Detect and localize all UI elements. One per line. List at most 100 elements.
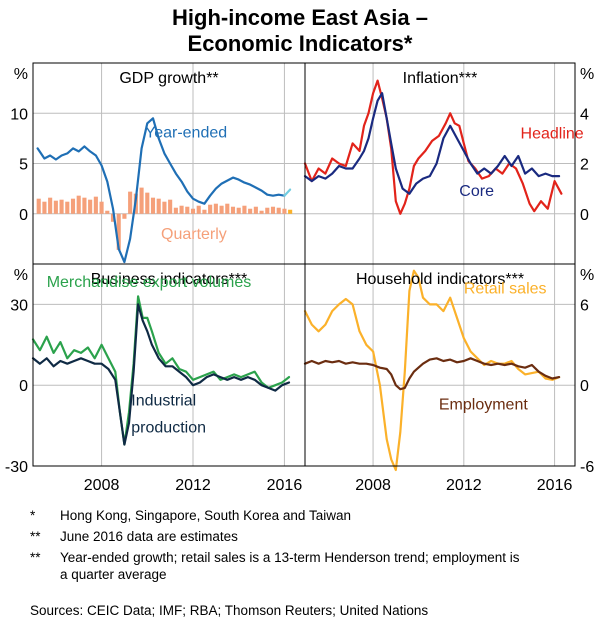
quarterly-bar bbox=[65, 201, 70, 214]
quarterly-bar bbox=[122, 213, 127, 219]
y-tick-label: 10 bbox=[10, 106, 28, 123]
quarterly-bar bbox=[190, 208, 196, 214]
quarterly-bar bbox=[185, 206, 190, 214]
series-line-industrial-production bbox=[31, 303, 291, 446]
panel-title: Inflation*** bbox=[403, 70, 478, 87]
quarterly-bar bbox=[156, 198, 161, 214]
quarterly-bar bbox=[53, 200, 58, 214]
x-tick-label: 2008 bbox=[355, 477, 391, 494]
panel-title: Business indicators*** bbox=[91, 271, 248, 288]
unit-label: % bbox=[14, 267, 28, 284]
series-line-employment bbox=[303, 357, 561, 391]
quarterly-bar bbox=[110, 213, 116, 222]
footnote-marker: * bbox=[30, 508, 36, 523]
series-label: Headline bbox=[521, 125, 584, 142]
y-tick-label: 0 bbox=[580, 207, 589, 224]
quarterly-bar bbox=[128, 191, 133, 214]
quarterly-bar bbox=[42, 201, 47, 214]
quarterly-bar bbox=[213, 203, 218, 214]
y-tick-label: -6 bbox=[580, 459, 594, 476]
series-label: Retail sales bbox=[464, 281, 547, 298]
quarterly-bar-estimate bbox=[288, 209, 293, 214]
y-tick-label: 4 bbox=[580, 106, 589, 123]
footnote-text: June 2016 data are estimates bbox=[60, 529, 238, 544]
quarterly-bar bbox=[70, 198, 76, 214]
unit-label: % bbox=[580, 267, 594, 284]
chart-title-line2: Economic Indicators* bbox=[187, 31, 413, 56]
quarterly-bar bbox=[196, 205, 201, 214]
panel-title: Household indicators*** bbox=[356, 271, 524, 288]
y-tick-label: 0 bbox=[19, 378, 28, 395]
y-tick-label: 0 bbox=[19, 207, 28, 224]
quarterly-bar bbox=[36, 198, 41, 214]
unit-label: % bbox=[14, 66, 28, 83]
quarterly-bar bbox=[259, 210, 264, 214]
y-tick-label: 5 bbox=[19, 157, 28, 174]
quarterly-bar bbox=[116, 213, 121, 250]
footnote-1: * Hong Kong, Singapore, South Korea and … bbox=[30, 507, 530, 524]
quarterly-bar bbox=[202, 209, 207, 214]
x-tick-label: 2016 bbox=[267, 477, 303, 494]
quarterly-bar bbox=[93, 196, 98, 214]
footnote-3: ** Year-ended growth; retail sales is a … bbox=[30, 549, 530, 583]
quarterly-bar bbox=[168, 199, 173, 214]
quarterly-bar bbox=[76, 195, 81, 214]
quarterly-bar bbox=[248, 208, 253, 214]
quarterly-bar bbox=[208, 204, 213, 214]
x-tick-label: 2016 bbox=[537, 477, 573, 494]
quarterly-bar bbox=[225, 203, 230, 214]
quarterly-bar bbox=[179, 205, 184, 214]
footnote-2: ** June 2016 data are estimates bbox=[30, 528, 530, 545]
quarterly-bar bbox=[276, 207, 281, 214]
series-line-merchandise-export-volumes bbox=[31, 295, 291, 446]
series-label: Merchandise export volumes bbox=[47, 274, 252, 291]
series-line-core bbox=[303, 92, 561, 195]
quarterly-bar bbox=[282, 208, 287, 214]
unit-label: % bbox=[580, 66, 594, 83]
x-tick-label: 2012 bbox=[446, 477, 482, 494]
quarterly-bar bbox=[145, 192, 150, 214]
series-label: Industrial bbox=[131, 392, 196, 409]
y-tick-label: 0 bbox=[580, 378, 589, 395]
x-tick-label: 2008 bbox=[84, 477, 120, 494]
series-line-year-ended bbox=[36, 117, 286, 264]
quarterly-bar bbox=[265, 207, 270, 214]
series-line-june-2016-estimate bbox=[283, 188, 292, 197]
x-tick-label: 2012 bbox=[175, 477, 211, 494]
y-tick-label: 30 bbox=[10, 297, 28, 314]
y-tick-label: 2 bbox=[580, 157, 589, 174]
quarterly-bar bbox=[230, 206, 236, 214]
footnote-marker: ** bbox=[30, 529, 41, 544]
quarterly-bar bbox=[59, 199, 64, 214]
footnote-text: Year-ended growth; retail sales is a 13-… bbox=[60, 550, 520, 582]
quarterly-bar bbox=[105, 210, 110, 214]
quarterly-bar bbox=[173, 207, 178, 214]
quarterly-bar bbox=[162, 201, 167, 214]
chart-title-line1: High-income East Asia – bbox=[172, 5, 428, 30]
quarterly-bar bbox=[270, 206, 276, 214]
quarterly-bar bbox=[99, 201, 104, 214]
sources: Sources: CEIC Data; IMF; RBA; Thomson Re… bbox=[30, 603, 429, 618]
series-label: Employment bbox=[439, 396, 528, 413]
series-label: production bbox=[131, 419, 206, 436]
series-label: Quarterly bbox=[161, 226, 227, 243]
quarterly-bar bbox=[236, 207, 241, 214]
series-label: Year-ended bbox=[145, 124, 227, 141]
series-label: Core bbox=[459, 183, 494, 200]
y-tick-label: -30 bbox=[5, 459, 28, 476]
quarterly-bar bbox=[219, 205, 224, 214]
footnote-text: Hong Kong, Singapore, South Korea and Ta… bbox=[60, 508, 351, 523]
quarterly-bar bbox=[242, 205, 247, 214]
quarterly-bar bbox=[82, 197, 87, 214]
footnote-marker: ** bbox=[30, 550, 41, 565]
quarterly-bar bbox=[48, 197, 53, 214]
quarterly-bar bbox=[150, 197, 156, 214]
series-line-headline bbox=[303, 79, 563, 215]
quarterly-bar bbox=[88, 199, 93, 214]
quarterly-bar bbox=[253, 206, 258, 214]
footnotes: * Hong Kong, Singapore, South Korea and … bbox=[30, 507, 530, 587]
panel-title: GDP growth** bbox=[119, 70, 218, 87]
quarterly-bar bbox=[139, 187, 144, 214]
series-line-retail-sales bbox=[303, 269, 561, 472]
